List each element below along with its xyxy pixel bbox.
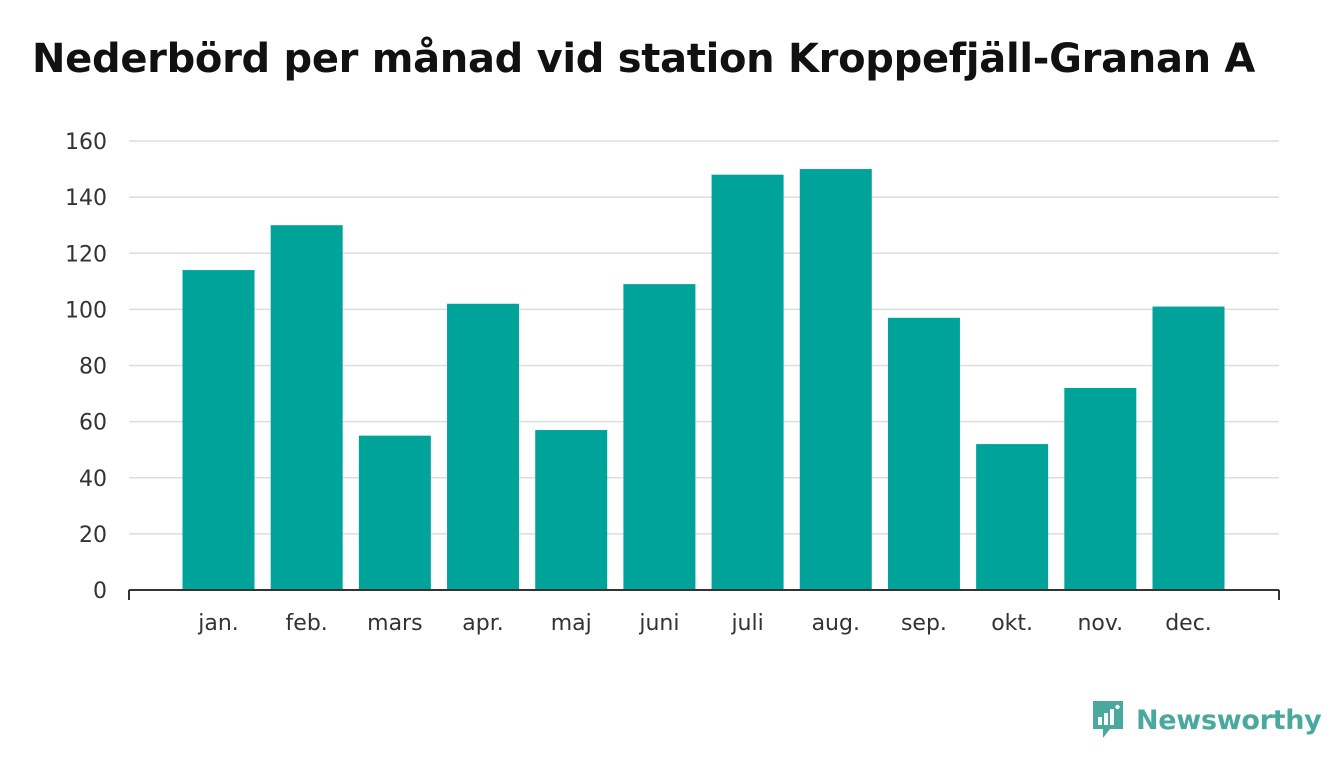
bar-feb <box>270 225 343 590</box>
bar-jan <box>182 270 255 590</box>
bar-juni <box>623 284 696 590</box>
y-tick-label: 100 <box>65 298 107 323</box>
x-tick-label: apr. <box>462 611 503 636</box>
bar-apr <box>447 303 520 590</box>
newsworthy-logo-icon <box>1093 701 1123 738</box>
bar-maj <box>535 430 608 590</box>
bar-aug <box>799 169 872 590</box>
bar-nov <box>1064 387 1137 590</box>
x-tick-label: jan. <box>197 611 239 636</box>
x-tick-label: sep. <box>901 611 947 636</box>
y-tick-label: 80 <box>79 355 107 380</box>
x-tick-label: okt. <box>991 611 1033 636</box>
x-tick-label: juni <box>638 611 679 636</box>
x-tick-label: aug. <box>812 611 860 636</box>
newsworthy-brand: Newsworthy <box>1090 698 1322 742</box>
y-tick-label: 0 <box>93 579 107 604</box>
brand-name: Newsworthy <box>1136 704 1322 736</box>
x-axis <box>128 589 1280 600</box>
y-tick-label: 140 <box>65 186 107 211</box>
chart-title: Nederbörd per månad vid station Kroppefj… <box>32 36 1256 82</box>
y-tick-label: 120 <box>65 242 107 267</box>
bars <box>182 169 1225 591</box>
x-tick-label: feb. <box>286 611 328 636</box>
x-axis-tick-labels: jan. feb. mars apr. maj juni juli aug. sep. okt. n… <box>197 611 1212 636</box>
bar-sep <box>887 317 960 590</box>
y-axis-tick-labels: 0 20 40 60 80 100 120 140 160 <box>65 130 107 604</box>
y-tick-label: 20 <box>79 523 107 548</box>
x-tick-label: nov. <box>1077 611 1123 636</box>
bar-dec <box>1152 306 1225 590</box>
y-tick-label: 40 <box>79 467 107 492</box>
bar-juli <box>711 174 784 591</box>
x-tick-label: dec. <box>1165 611 1212 636</box>
bar-mars <box>358 435 431 590</box>
bar-okt <box>976 444 1049 590</box>
x-tick-label: juli <box>730 611 763 636</box>
x-tick-label: mars <box>367 611 422 636</box>
x-tick-label: maj <box>551 611 592 636</box>
y-tick-label: 60 <box>79 411 107 436</box>
y-tick-label: 160 <box>65 130 107 155</box>
